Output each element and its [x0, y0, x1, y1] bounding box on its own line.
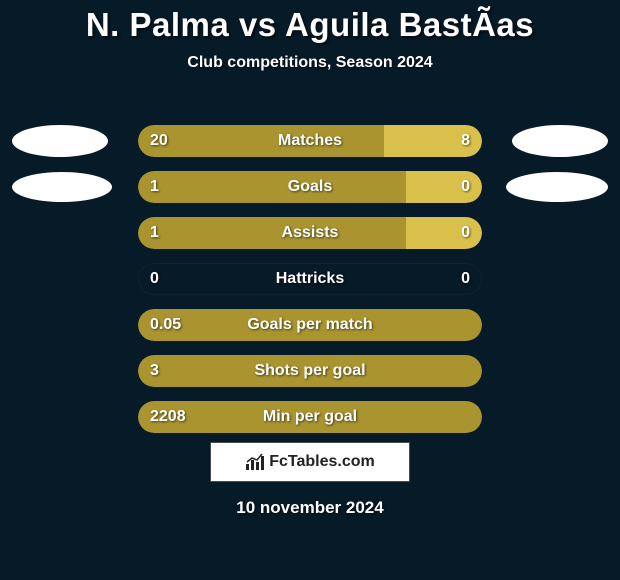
- stat-bar: 3Shots per goal: [138, 355, 482, 387]
- page-subtitle: Club competitions, Season 2024: [0, 54, 620, 72]
- player-avatar-right: [512, 125, 608, 157]
- stat-metric-label: Goals per match: [138, 309, 482, 341]
- comparison-rows: 208Matches 10Goals 10Assists 00Hattricks 0.0…: [0, 118, 620, 440]
- comparison-row: 2208Min per goal: [0, 394, 620, 440]
- stat-metric-label: Hattricks: [138, 263, 482, 295]
- stat-bar: 208Matches: [138, 125, 482, 157]
- stat-metric-label: Goals: [138, 171, 482, 203]
- comparison-row: 10Assists: [0, 210, 620, 256]
- player-avatar-left: [12, 125, 108, 157]
- comparison-row: 208Matches: [0, 118, 620, 164]
- stat-metric-label: Matches: [138, 125, 482, 157]
- stat-metric-label: Shots per goal: [138, 355, 482, 387]
- source-logo: FcTables.com: [210, 442, 410, 482]
- player-avatar-right: [506, 172, 608, 202]
- stat-bar: 10Assists: [138, 217, 482, 249]
- comparison-row: 10Goals: [0, 164, 620, 210]
- stat-bar: 2208Min per goal: [138, 401, 482, 433]
- stat-metric-label: Assists: [138, 217, 482, 249]
- chart-icon: [245, 453, 267, 471]
- stat-bar: 00Hattricks: [138, 263, 482, 295]
- comparison-row: 3Shots per goal: [0, 348, 620, 394]
- stat-bar: 10Goals: [138, 171, 482, 203]
- logo-text: FcTables.com: [269, 453, 375, 471]
- comparison-row: 0.05Goals per match: [0, 302, 620, 348]
- page-title: N. Palma vs Aguila BastÃ­as: [0, 0, 620, 44]
- stat-metric-label: Min per goal: [138, 401, 482, 433]
- comparison-infographic: N. Palma vs Aguila BastÃ­as Club competi…: [0, 0, 620, 580]
- comparison-row: 00Hattricks: [0, 256, 620, 302]
- stat-bar: 0.05Goals per match: [138, 309, 482, 341]
- date-label: 10 november 2024: [0, 498, 620, 518]
- player-avatar-left: [12, 172, 112, 202]
